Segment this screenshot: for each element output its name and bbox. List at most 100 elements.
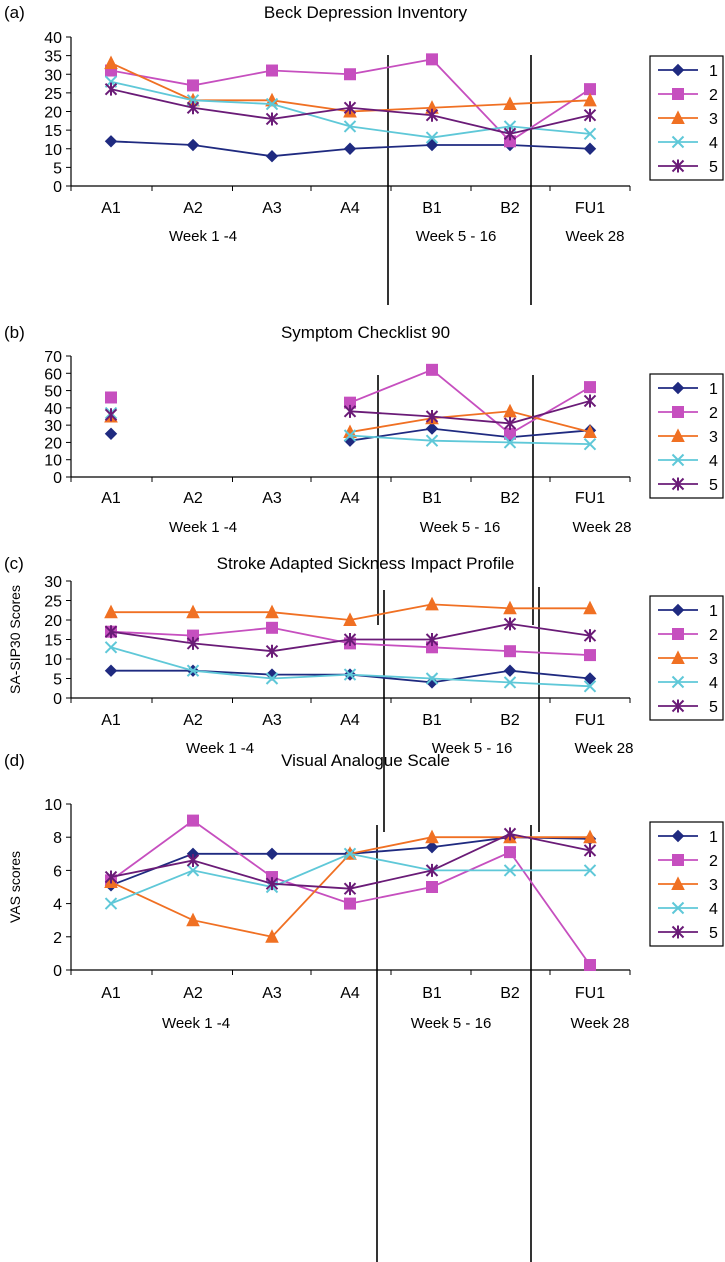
phase-label: Week 28 [566, 228, 625, 245]
legend-marker [671, 876, 685, 890]
y-tick-label: 8 [53, 830, 62, 847]
legend-marker [671, 63, 685, 77]
data-point [503, 96, 517, 111]
x-tick-label: B1 [422, 985, 442, 1002]
data-point [343, 668, 357, 681]
legend-item: 2 [658, 627, 718, 644]
data-point [104, 604, 118, 619]
legend-marker [672, 854, 684, 866]
legend-label: 4 [709, 901, 718, 918]
data-point [425, 633, 439, 646]
series-line [110, 646, 591, 688]
data-point [186, 101, 200, 115]
y-tick-label: 0 [53, 179, 62, 196]
y-tick-label: 25 [44, 86, 62, 103]
series-2 [105, 363, 596, 440]
legend-marker [671, 453, 685, 467]
data-point [265, 604, 279, 619]
y-tick-label: 10 [44, 652, 62, 669]
data-point [187, 814, 199, 827]
legend-label: 2 [709, 853, 718, 870]
data-point [343, 882, 357, 896]
data-point [583, 424, 597, 439]
legend-label: 3 [709, 429, 718, 446]
legend-marker [671, 603, 685, 617]
x-tick-label: A2 [183, 200, 203, 217]
chart-panel-1: (a) Beck Depression Inventory051015202530… [4, 3, 724, 305]
data-point [425, 138, 439, 152]
data-point [583, 92, 597, 107]
x-tick-label: A1 [101, 985, 121, 1002]
data-point [104, 135, 118, 148]
data-point [426, 881, 438, 893]
legend-label: 2 [709, 627, 718, 644]
data-point [104, 897, 118, 910]
x-tick-label: FU1 [575, 712, 605, 729]
series-1 [104, 664, 597, 689]
legend-marker [671, 901, 685, 915]
data-point [426, 53, 438, 66]
data-point [343, 142, 357, 155]
data-point [583, 108, 597, 122]
data-point [583, 394, 597, 408]
data-point [503, 827, 517, 841]
series-2 [105, 53, 596, 148]
x-tick-label: A2 [183, 985, 203, 1002]
y-tick-label: 20 [44, 435, 62, 452]
legend-marker [672, 88, 684, 100]
chart-panel-2: (b) Symptom Checklist 90010203040506070A1… [4, 323, 724, 625]
x-tick-label: FU1 [575, 985, 605, 1002]
legend-label: 1 [709, 603, 718, 620]
y-tick-label: 0 [53, 470, 62, 487]
data-point [104, 625, 118, 639]
series-4 [104, 641, 597, 693]
data-point [425, 829, 439, 844]
series-line [110, 832, 591, 890]
legend-label: 4 [709, 675, 718, 692]
data-point [266, 64, 278, 77]
data-point [104, 408, 118, 422]
y-tick-label: 30 [44, 574, 62, 591]
x-tick-label: B2 [500, 490, 520, 507]
x-tick-label: A4 [340, 712, 360, 729]
y-tick-label: 5 [53, 672, 62, 689]
y-tick-label: 10 [44, 797, 62, 814]
data-point [583, 829, 597, 844]
legend-item: 3 [658, 110, 718, 128]
legend-label: 5 [709, 159, 718, 176]
phase-label: Week 28 [575, 740, 634, 757]
x-tick-label: B1 [422, 490, 442, 507]
phase-label: Week 5 - 16 [411, 1015, 492, 1032]
x-tick-label: A3 [262, 200, 282, 217]
data-point [266, 621, 278, 634]
legend-item: 5 [658, 925, 718, 942]
legend-label: 3 [709, 877, 718, 894]
data-point [265, 644, 279, 658]
x-tick-label: B1 [422, 712, 442, 729]
phase-label: Week 1 -4 [169, 228, 237, 245]
x-tick-label: A4 [340, 985, 360, 1002]
x-tick-label: A3 [262, 985, 282, 1002]
y-tick-label: 25 [44, 594, 62, 611]
legend-item: 1 [658, 829, 718, 846]
legend-label: 5 [709, 477, 718, 494]
x-tick-label: A2 [183, 712, 203, 729]
data-point [583, 127, 597, 141]
legend-item: 4 [658, 675, 718, 692]
legend-item: 1 [658, 63, 718, 80]
legend-item: 4 [658, 453, 718, 470]
x-tick-label: B2 [500, 200, 520, 217]
chart-title: Visual Analogue Scale [281, 751, 450, 770]
y-tick-label: 0 [53, 963, 62, 980]
phase-label: Week 28 [573, 519, 632, 536]
legend-item: 5 [658, 159, 718, 176]
data-point [425, 434, 439, 447]
legend-label: 2 [709, 405, 718, 422]
data-point [425, 672, 439, 685]
series-5 [104, 82, 597, 141]
legend-item: 1 [658, 381, 718, 398]
y-tick-label: 60 [44, 366, 62, 383]
y-tick-label: 20 [44, 105, 62, 122]
y-tick-label: 6 [53, 863, 62, 880]
